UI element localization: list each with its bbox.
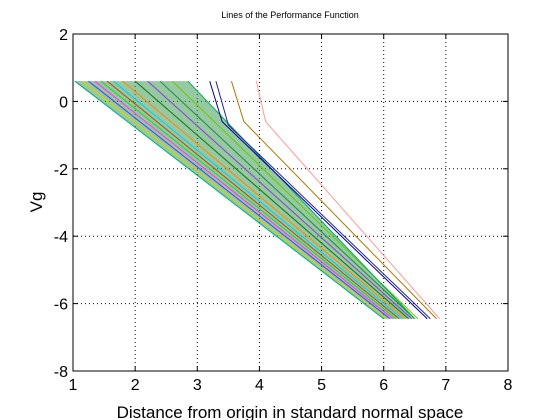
- chart-title: Lines of the Performance Function: [221, 10, 359, 20]
- series-line: [106, 80, 400, 320]
- series-line: [134, 80, 409, 320]
- y-axis-label: Vg: [27, 192, 46, 213]
- series-line: [159, 80, 416, 320]
- plot-frame: [72, 33, 509, 372]
- series-line: [88, 80, 391, 320]
- series-line: [187, 80, 416, 320]
- series-line: [147, 80, 413, 320]
- series-line: [209, 81, 428, 320]
- x-tick-label: 4: [255, 377, 264, 394]
- x-tick-label: 3: [193, 377, 202, 394]
- y-tick-label: -8: [54, 364, 68, 381]
- series-line: [74, 80, 385, 320]
- series-line: [113, 80, 403, 320]
- x-tick-label: 6: [379, 377, 388, 394]
- series-lines: [74, 80, 441, 320]
- y-tick-label: 2: [59, 27, 68, 44]
- series-line: [94, 80, 394, 320]
- x-tick-label: 1: [69, 377, 78, 394]
- line-bundle: [74, 81, 418, 319]
- y-tick-label: -6: [54, 297, 68, 314]
- series-line: [230, 81, 437, 320]
- x-tick-label: 5: [317, 377, 326, 394]
- series-line: [255, 81, 441, 320]
- y-tick-label: -2: [54, 162, 68, 179]
- x-tick-label: 8: [504, 377, 513, 394]
- series-line: [215, 81, 431, 320]
- x-axis-label: Distance from origin in standard normal …: [117, 403, 464, 420]
- series-line: [82, 80, 388, 320]
- x-tick-label: 2: [131, 377, 140, 394]
- y-tick-label: 0: [59, 94, 68, 111]
- series-line: [122, 80, 406, 320]
- x-tick-label: 7: [441, 377, 450, 394]
- y-tick-label: -4: [54, 229, 68, 246]
- axis-ticks: 1 2 3 4 5 6 7 8 -8 -6 -4 -2 0 2: [54, 27, 513, 394]
- series-line: [100, 80, 397, 320]
